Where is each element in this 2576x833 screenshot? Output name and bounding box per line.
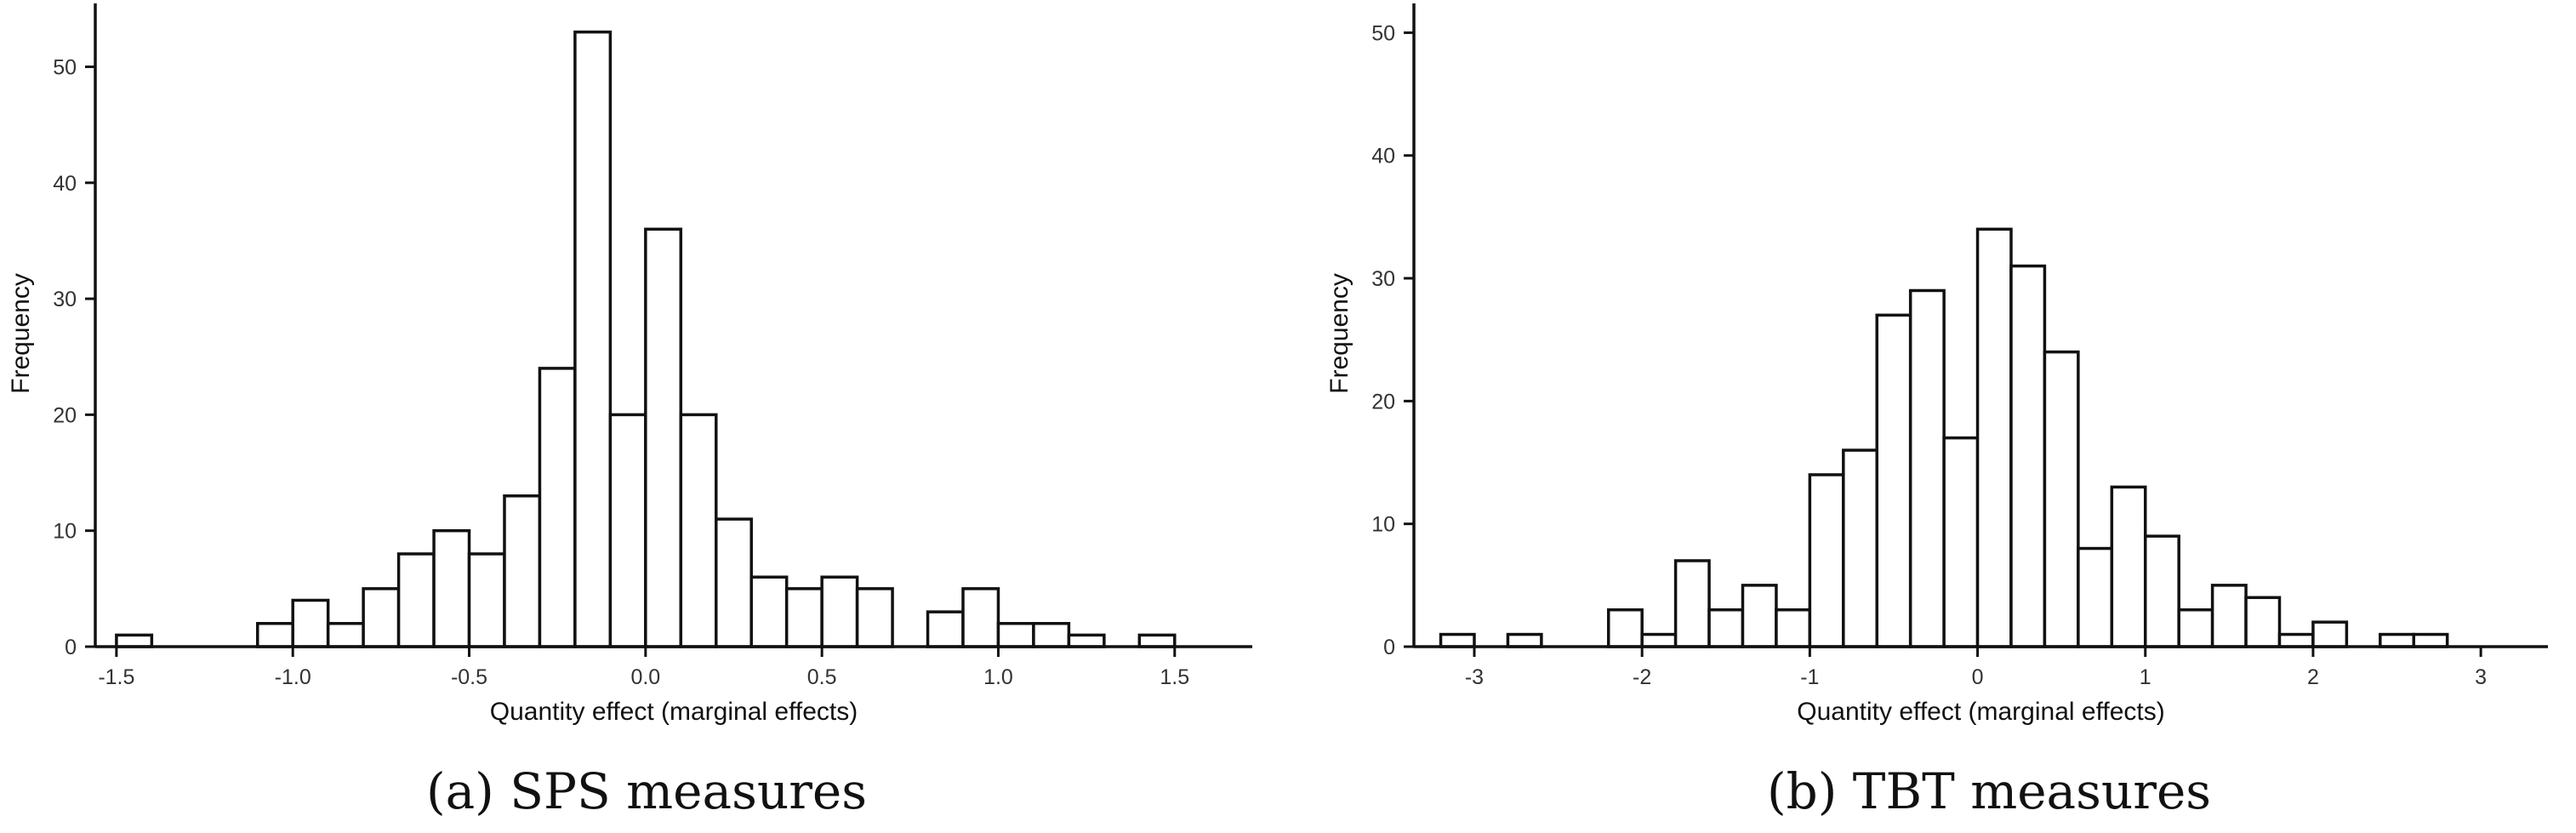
x-tick-label: -1 xyxy=(1800,665,1819,689)
histogram-bar xyxy=(1506,632,1543,648)
y-axis-title: Frequency xyxy=(7,273,35,394)
histogram-bar xyxy=(1741,584,1778,648)
histogram-bar xyxy=(784,587,824,648)
y-tick-label: 10 xyxy=(53,520,77,544)
x-tick-label: -1.5 xyxy=(98,665,134,689)
histogram-bar xyxy=(608,413,647,648)
y-tick-label: 50 xyxy=(53,56,77,80)
histogram-bar xyxy=(1908,288,1946,648)
histogram-bar xyxy=(2077,546,2114,648)
x-tick-label: -3 xyxy=(1465,665,1484,689)
histogram-bar xyxy=(1606,608,1644,648)
x-tick-label: -1.0 xyxy=(275,665,311,689)
x-tick-label: 2 xyxy=(2307,665,2319,689)
histogram-bar xyxy=(2277,632,2315,648)
y-tick-label: 30 xyxy=(1371,267,1395,291)
y-tick-label: 0 xyxy=(65,636,77,659)
x-tick-label: 0 xyxy=(1972,665,1984,689)
histogram-bar xyxy=(573,30,613,648)
histogram-bar xyxy=(503,494,542,648)
histogram-bar xyxy=(2009,264,2047,648)
histogram-bar xyxy=(326,621,365,648)
histogram-bars xyxy=(115,30,1177,648)
histogram-bar xyxy=(538,367,577,648)
histogram-bar xyxy=(255,621,294,648)
histogram-bar xyxy=(1942,436,1980,648)
histogram-bar xyxy=(644,227,683,648)
y-tick-label: 0 xyxy=(1383,636,1395,659)
x-tick-label: 0.0 xyxy=(630,665,660,689)
y-tick-label: 40 xyxy=(1371,145,1395,168)
histogram-bar xyxy=(961,587,1000,648)
histogram-bar xyxy=(1439,632,1476,648)
histogram-bar xyxy=(1673,559,1711,648)
histogram-bar xyxy=(1808,473,1845,648)
histogram-bar xyxy=(855,587,894,648)
x-axis-title: Quantity effect (marginal effects) xyxy=(490,698,858,726)
x-tick-label: 1.5 xyxy=(1160,665,1189,689)
x-tick-label: 0.5 xyxy=(807,665,837,689)
histogram-bar xyxy=(115,633,154,648)
histogram-bar xyxy=(2311,620,2349,648)
histogram-bar xyxy=(996,621,1035,648)
histogram-bar xyxy=(2244,596,2282,648)
x-tick-label: -0.5 xyxy=(451,665,487,689)
histogram-bar xyxy=(1775,608,1812,648)
x-axis-title: Quantity effect (marginal effects) xyxy=(1797,698,2164,726)
histogram-bar xyxy=(1842,448,1878,648)
histogram-bar xyxy=(1875,313,1912,648)
histogram-bar xyxy=(820,575,859,648)
histogram-bar xyxy=(1137,633,1177,648)
histogram-bar xyxy=(1975,227,2013,648)
y-tick-label: 30 xyxy=(53,288,77,311)
histogram-bar xyxy=(679,413,718,648)
y-tick-label: 50 xyxy=(1371,21,1395,45)
histogram-bar xyxy=(2043,350,2080,648)
histogram-bars xyxy=(1439,227,2449,648)
y-tick-label: 20 xyxy=(53,403,77,427)
x-tick-label: 1.0 xyxy=(983,665,1013,689)
histogram-bar xyxy=(291,598,330,648)
y-tick-label: 10 xyxy=(1371,513,1395,537)
histogram-bar xyxy=(1032,621,1071,648)
x-tick-label: -2 xyxy=(1633,665,1651,689)
histogram-bar xyxy=(2143,534,2180,648)
histogram-bar xyxy=(432,528,471,648)
y-tick-label: 20 xyxy=(1371,390,1395,414)
histogram-bar xyxy=(1640,632,1678,648)
histogram-bar xyxy=(2210,584,2248,648)
panel-caption: (b) TBT measures xyxy=(1767,762,2211,820)
histogram-bar xyxy=(467,552,506,648)
histogram-bar xyxy=(749,575,789,648)
histogram-bar xyxy=(1067,633,1106,648)
histogram-bar xyxy=(926,610,965,648)
x-tick-label: 3 xyxy=(2475,665,2487,689)
histogram-bar xyxy=(1707,608,1745,648)
histogram-bar xyxy=(362,587,401,648)
histogram-bar xyxy=(2412,632,2449,648)
x-tick-label: 1 xyxy=(2140,665,2151,689)
histogram-bar xyxy=(396,552,436,648)
y-tick-label: 40 xyxy=(53,172,77,196)
y-axis-title: Frequency xyxy=(1325,273,1354,394)
histogram-bar xyxy=(715,517,753,648)
histogram-bar xyxy=(2379,632,2415,648)
histogram-bar xyxy=(2110,485,2147,648)
panel-caption: (a) SPS measures xyxy=(426,762,867,820)
histogram-bar xyxy=(2177,608,2214,648)
chart-panel-a: -1.5 -1.0 -0.5 0.0 0.5 1.0 1.5 0 10 20 30 40 50 Quant… xyxy=(7,3,1252,820)
